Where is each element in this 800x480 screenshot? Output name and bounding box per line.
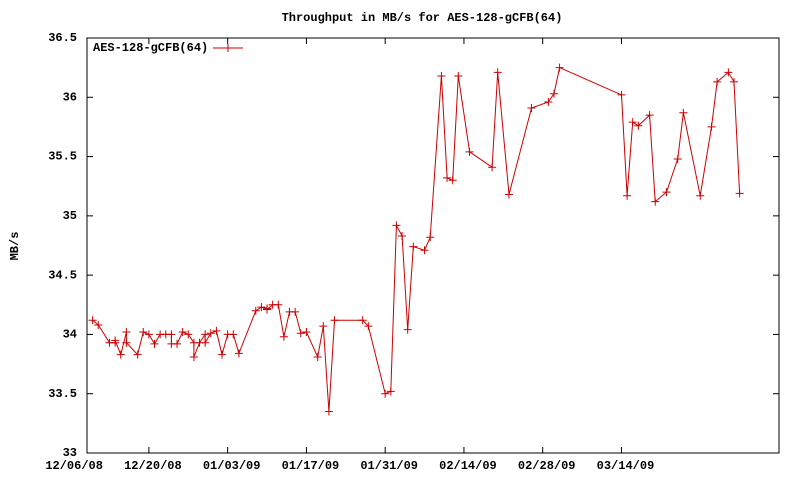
point [206,329,215,338]
point [201,330,210,339]
point [218,350,227,359]
x-tick-label: 01/03/09 [203,459,261,473]
point [724,68,733,77]
point [504,190,513,199]
x-tick-label: 12/20/08 [124,459,182,473]
point [381,389,390,398]
y-tick-label: 34.5 [48,268,77,282]
point [291,307,300,316]
point [437,71,446,80]
point [257,303,266,312]
point [527,103,536,112]
x-tick-label: 02/14/09 [439,459,497,473]
point [184,330,193,339]
point [448,176,457,185]
x-tick-label: 01/31/09 [360,459,418,473]
point [409,242,418,251]
point [212,326,221,335]
point [173,339,182,348]
point [651,197,660,206]
point [403,325,412,334]
y-tick-label: 34 [63,328,77,342]
point [465,147,474,156]
series-line [92,66,741,412]
y-tick-label: 36 [63,90,77,104]
point [555,63,564,72]
x-tick-label: 03/14/09 [597,459,655,473]
point [133,350,142,359]
y-tick-label: 35 [63,209,77,223]
point [735,189,744,198]
point [122,338,131,347]
point [229,330,238,339]
point [189,352,198,361]
y-axis-label: MB/s [8,232,22,261]
point [167,330,176,339]
point [234,349,243,358]
point [139,328,148,337]
legend-label: AES-128-gCFB(64) [93,41,208,55]
point [358,316,367,325]
point [398,232,407,241]
point [251,306,260,315]
point [696,191,705,200]
y-tick-label: 36.5 [48,31,77,45]
point [617,90,626,99]
point [645,111,654,120]
point [443,173,452,182]
y-tick-label: 35.5 [48,150,77,164]
point [549,89,558,98]
point [111,336,120,345]
point [628,118,637,127]
point [122,328,131,337]
point [274,300,283,309]
plot-frame [86,37,780,454]
point [279,332,288,341]
point [144,330,153,339]
point [662,188,671,197]
point [544,98,553,107]
point [88,316,97,325]
point [420,246,429,255]
point [324,407,333,416]
point [313,352,322,361]
y-tick-label: 33 [63,446,77,460]
point [302,328,311,337]
x-tick-label: 01/17/09 [282,459,340,473]
point [296,329,305,338]
point [493,68,502,77]
point [330,316,339,325]
point [116,350,125,359]
point [364,322,373,331]
point [263,305,272,314]
chart-title: Throughput in MB/s for AES-128-gCFB(64) [282,11,563,25]
point [707,122,716,131]
point [713,77,722,86]
point [426,233,435,242]
point [679,108,688,117]
point [673,154,682,163]
y-tick-label: 33.5 [48,387,77,401]
point [634,121,643,130]
point [386,387,395,396]
point [201,338,210,347]
legend-marker [224,44,232,52]
x-tick-label: 12/06/08 [45,459,103,473]
point [94,320,103,329]
point [392,221,401,230]
point [178,328,187,337]
point [454,71,463,80]
point [488,163,497,172]
point [729,77,738,86]
point [319,322,328,331]
x-tick-label: 02/28/09 [518,459,576,473]
point [623,191,632,200]
point [150,339,159,348]
